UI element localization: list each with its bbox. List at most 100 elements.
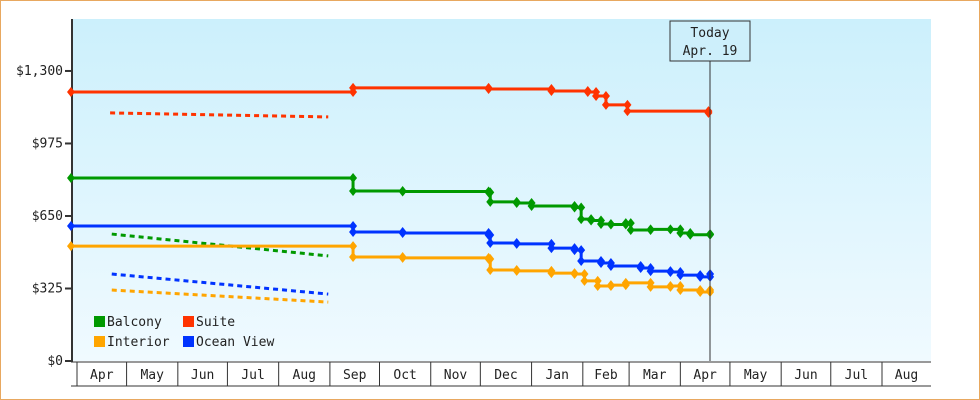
x-tick-label: Nov	[444, 368, 468, 383]
ocean-view-point	[696, 271, 705, 282]
balcony-point	[621, 218, 630, 229]
x-tick-label: Jun	[191, 368, 214, 383]
suite-point	[601, 90, 610, 101]
balcony-point	[597, 219, 606, 230]
x-tick-label: Feb	[594, 368, 618, 383]
x-tick-label: Apr	[693, 368, 717, 383]
ocean-view-point	[606, 260, 615, 271]
balcony-point	[577, 202, 586, 213]
interior-point	[486, 264, 495, 275]
balcony-point	[486, 187, 495, 198]
interior-point	[67, 241, 75, 252]
today-marker: Today Apr. 19	[669, 20, 751, 361]
ocean-view-point	[577, 256, 586, 267]
suite-forecast-line	[110, 111, 329, 119]
balcony-point	[570, 202, 579, 213]
y-tick-label: $975	[32, 136, 63, 151]
balcony-point	[676, 227, 685, 238]
x-tick-label: Mar	[643, 368, 667, 383]
ocean-view-point	[512, 238, 521, 249]
ocean-view-point	[636, 262, 645, 273]
suite-point	[67, 86, 75, 97]
balcony-point	[626, 225, 635, 236]
interior-point	[570, 268, 579, 279]
suite-point	[583, 86, 592, 97]
interior-forecast-line	[111, 288, 329, 304]
interior-point	[512, 265, 521, 276]
suite-point	[601, 99, 610, 110]
interior-point	[349, 241, 358, 252]
ocean-view-point	[676, 270, 685, 281]
x-tick-label: Jun	[794, 368, 817, 383]
ocean-view-forecast-line	[111, 272, 329, 296]
x-tick-label: Apr	[90, 368, 114, 383]
ocean-view-point	[67, 221, 75, 232]
suite-point	[484, 84, 493, 95]
legend-swatch-interior	[94, 336, 105, 347]
balcony-point	[349, 173, 358, 184]
balcony-point	[67, 173, 75, 184]
x-tick-label: Oct	[393, 368, 416, 383]
suite-point	[349, 82, 358, 93]
interior-point	[486, 254, 495, 265]
x-tick-label: Aug	[293, 368, 316, 383]
x-tick-label: May	[140, 368, 164, 383]
legend: Balcony Suite Interior Ocean View	[94, 315, 274, 350]
interior-point	[606, 280, 615, 291]
ocean-view-point	[577, 245, 586, 256]
balcony-point	[606, 219, 615, 230]
legend-swatch-ocean-view	[183, 336, 194, 347]
today-date: Apr. 19	[683, 44, 738, 59]
balcony-point	[686, 229, 695, 240]
balcony-point	[349, 185, 358, 196]
y-tick-label: $650	[32, 209, 63, 224]
ocean-view-point	[646, 266, 655, 277]
y-tick-label: $325	[32, 281, 63, 296]
legend-label-suite: Suite	[196, 315, 235, 330]
plot-area	[71, 19, 931, 361]
interior-point	[666, 281, 675, 292]
ocean-view-point	[349, 227, 358, 238]
interior-point	[593, 275, 602, 286]
x-tick-label: Jul	[845, 368, 868, 383]
interior-point	[547, 268, 556, 279]
interior-point	[349, 252, 358, 263]
balcony-point	[398, 186, 407, 197]
ocean-view-point	[486, 237, 495, 248]
interior-point	[676, 285, 685, 296]
balcony-point	[486, 196, 495, 207]
ocean-view-point	[597, 258, 606, 269]
x-tick-label: May	[744, 368, 768, 383]
legend-label-interior: Interior	[107, 335, 170, 350]
interior-point	[593, 281, 602, 292]
legend-swatch-balcony	[94, 316, 105, 327]
y-tick-label: $1,300	[16, 64, 63, 79]
ocean-view-point	[486, 229, 495, 240]
suite-point	[623, 106, 632, 117]
interior-point	[580, 268, 589, 279]
suite-point	[623, 99, 632, 110]
x-tick-label: Sep	[343, 368, 367, 383]
interior-point	[696, 287, 705, 298]
balcony-point	[577, 214, 586, 225]
balcony-point	[626, 218, 635, 229]
balcony-point	[666, 224, 675, 235]
suite-point	[547, 86, 556, 97]
ocean-view-point	[398, 227, 407, 238]
x-tick-label: Jan	[545, 368, 568, 383]
x-tick-label: Aug	[895, 368, 918, 383]
interior-point	[580, 275, 589, 286]
y-tick-label: $0	[47, 354, 63, 369]
balcony-point	[646, 224, 655, 235]
ocean-view-point	[666, 266, 675, 277]
legend-label-balcony: Balcony	[107, 315, 162, 330]
balcony-point	[512, 198, 521, 209]
balcony-point	[587, 215, 596, 226]
interior-point	[621, 277, 630, 288]
x-tick-label: Jul	[241, 368, 264, 383]
interior-point	[398, 252, 407, 263]
balcony-point	[527, 200, 536, 211]
legend-label-ocean-view: Ocean View	[196, 335, 274, 350]
